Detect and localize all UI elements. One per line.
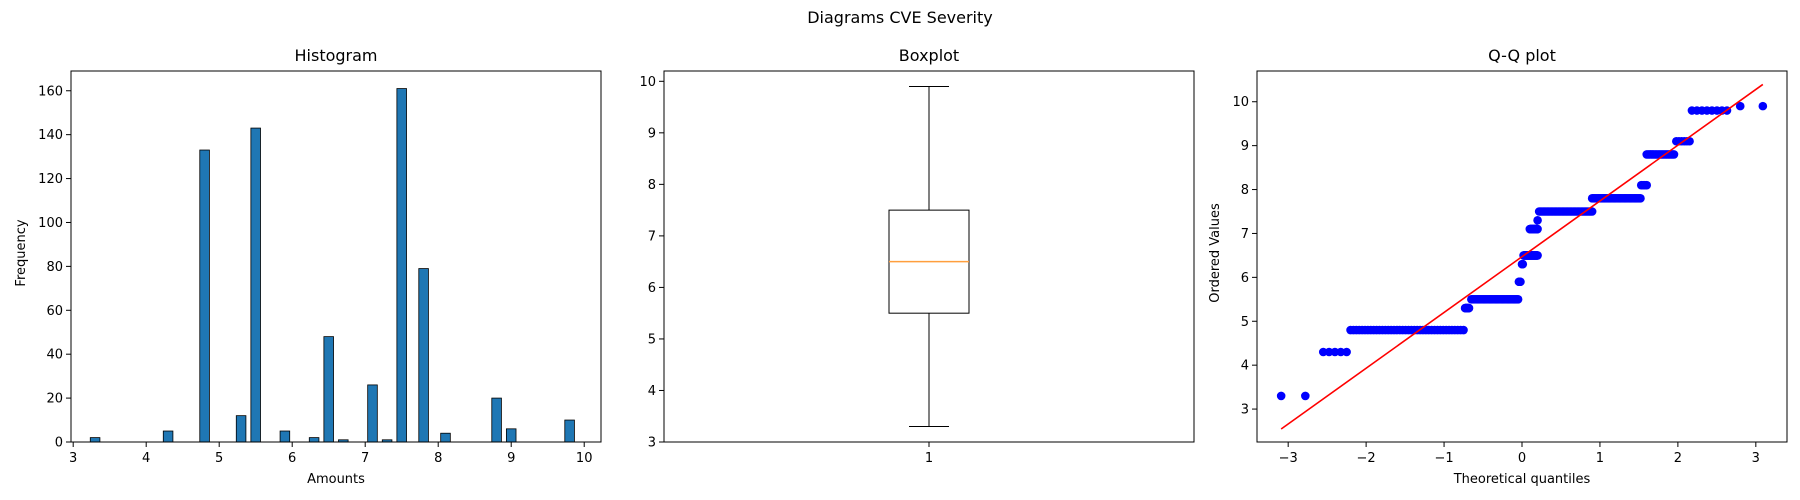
qq-point: [1533, 251, 1542, 260]
qq-plot-title: Q-Q plot: [1488, 46, 1556, 65]
histogram-bar: [279, 430, 291, 443]
histogram-panel: Histogram Amounts Frequency 3 4 5 6 7 8 9 10020…: [14, 46, 602, 487]
qq-point: [1518, 259, 1528, 269]
histogram-bar: [440, 432, 451, 443]
qq-plot-ylabel: Ordered Values: [1208, 203, 1223, 303]
histogram-ytick-label: 20: [46, 392, 63, 407]
histogram-bars: [89, 88, 575, 443]
boxplot-panel: Boxplot 1 3 4 5 6 7 8 9 10: [639, 46, 1195, 466]
histogram-bar: [199, 149, 210, 443]
boxplot-ytick-label: 10: [639, 75, 656, 90]
qq-point: [1533, 224, 1542, 234]
histogram-ytick-label: 100: [38, 216, 63, 231]
histogram-frame: [70, 70, 602, 443]
histogram-bar: [505, 428, 517, 443]
boxplot-ytick-label: 9: [648, 126, 656, 141]
boxplot-ytick-label: 8: [648, 178, 656, 193]
histogram-xtick-label: 5: [215, 451, 223, 466]
qq-plot-xtick-label: −2: [1357, 451, 1376, 466]
qq-plot-ytick-label: 4: [1241, 359, 1249, 374]
histogram-bar: [367, 384, 378, 443]
histogram-bar: [323, 336, 334, 443]
histogram-ytick-label: 40: [46, 348, 63, 363]
qq-point: [1642, 180, 1652, 190]
boxplot-ytick-label: 6: [648, 281, 656, 296]
qq-point: [1636, 194, 1645, 203]
qq-plot-ytick-label: 5: [1241, 315, 1249, 330]
histogram-bar: [250, 127, 261, 443]
qq-point: [1276, 391, 1286, 401]
qq-point: [1464, 303, 1474, 313]
histogram-xtick-label: 10: [576, 451, 593, 466]
qq-plot-ytick-label: 7: [1241, 227, 1249, 242]
histogram-xtick-label: 3: [69, 451, 77, 466]
qq-plot-xtick-label: 0: [1518, 451, 1526, 466]
histogram-bar: [418, 268, 429, 443]
histogram-bar: [89, 437, 101, 443]
boxplot-ytick-label: 5: [648, 332, 656, 347]
qq-point: [1301, 391, 1310, 401]
qq-plot-panel: Q-Q plot Theoretical quantiles Ordered V…: [1208, 46, 1788, 487]
histogram-ytick-label: 140: [38, 128, 63, 143]
qq-plot-xtick-label: −1: [1434, 451, 1453, 466]
qq-plot-ytick-label: 9: [1241, 139, 1249, 154]
histogram-ytick-label: 80: [46, 260, 63, 275]
boxplot-axes: 1 3 4 5 6 7 8 9 10: [639, 70, 1195, 466]
qq-plot-ytick-label: 6: [1241, 271, 1249, 286]
qq-plot-points: [1276, 101, 1768, 401]
qq-plot-xtick-label: 3: [1752, 451, 1760, 466]
histogram-title: Histogram: [295, 46, 378, 65]
qq-point: [1459, 325, 1468, 335]
histogram-xtick-label: 6: [288, 451, 296, 466]
qq-plot-ytick-label: 3: [1241, 403, 1249, 418]
histogram-ytick-label: 120: [38, 172, 63, 187]
qq-point: [1669, 150, 1679, 159]
qq-point: [1758, 101, 1768, 111]
histogram-bar: [491, 397, 502, 443]
qq-plot-xtick-label: 1: [1596, 451, 1604, 466]
histogram-bar: [235, 415, 247, 443]
qq-point: [1587, 207, 1597, 216]
histogram-ylabel: Frequency: [14, 219, 29, 286]
qq-plot-xlabel: Theoretical quantiles: [1453, 472, 1591, 487]
histogram-xtick-label: 9: [507, 451, 515, 466]
boxplot-ytick-label: 7: [648, 229, 656, 244]
histogram-xtick-label: 8: [434, 451, 442, 466]
boxplot-ytick-label: 3: [648, 436, 656, 451]
histogram-ytick-label: 0: [55, 436, 63, 451]
histogram-bar: [162, 430, 174, 443]
histogram-ytick-label: 60: [46, 304, 63, 319]
qq-fit-line: [1280, 83, 1764, 430]
boxplot-ytick-label: 4: [648, 384, 656, 399]
histogram-bar: [396, 88, 407, 443]
qq-plot-axes: −3 −2 −1 0 1 2 3 3 4 5 6 7 8 9 10: [1232, 70, 1788, 466]
boxplot-xtick-label: 1: [925, 451, 933, 466]
qq-plot-ytick-label: 10: [1232, 95, 1249, 110]
qq-plot-xtick-label: −3: [1279, 451, 1298, 466]
qq-plot-ytick-label: 8: [1241, 183, 1249, 198]
histogram-bar: [308, 437, 320, 443]
histogram-xlabel: Amounts: [307, 472, 365, 487]
boxplot-marks: [888, 85, 970, 428]
histogram-bar: [564, 419, 575, 443]
qq-point: [1533, 215, 1542, 225]
qq-point: [1735, 101, 1745, 111]
boxplot-title: Boxplot: [899, 46, 959, 65]
qq-point: [1513, 295, 1523, 304]
histogram-xtick-label: 4: [142, 451, 150, 466]
histogram-ytick-label: 160: [38, 84, 63, 99]
histogram-xtick-label: 7: [361, 451, 369, 466]
qq-point: [1516, 277, 1525, 287]
figure-suptitle: Diagrams CVE Severity: [807, 8, 993, 27]
qq-point: [1342, 347, 1351, 357]
qq-plot-xtick-label: 2: [1674, 451, 1682, 466]
